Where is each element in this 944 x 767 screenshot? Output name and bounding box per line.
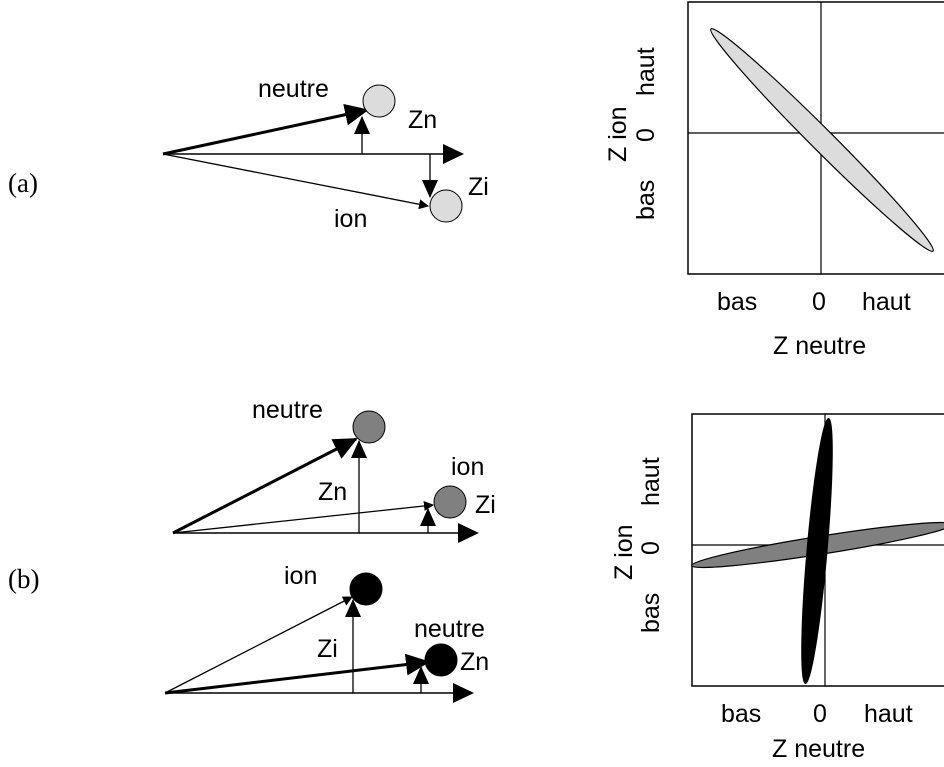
zn-label: Zn xyxy=(460,648,489,676)
baseline-arrowhead xyxy=(453,683,474,703)
panel-b-top-vector-diagram: neutre Zn ion Zi xyxy=(172,396,496,543)
correlation-ellipse xyxy=(710,28,934,252)
baseline-arrowhead xyxy=(458,523,479,543)
y-tick-zero: 0 xyxy=(632,128,660,142)
y-tick-zero: 0 xyxy=(637,541,665,555)
neutre-circle xyxy=(352,410,386,444)
neutre-label: neutre xyxy=(252,396,323,424)
neutre-vector xyxy=(164,653,430,695)
ion-circle xyxy=(429,189,463,223)
ion-label: ion xyxy=(284,562,317,590)
x-axis-label: Z neutre xyxy=(773,332,866,360)
y-tick-bas: bas xyxy=(632,180,660,220)
zi-label: Zi xyxy=(468,173,489,201)
zi-label: Zi xyxy=(317,635,338,663)
panel-a-plot: bas 0 haut Z neutre bas 0 haut Z ion xyxy=(604,1,944,360)
zn-label: Zn xyxy=(318,478,347,506)
black-correlation-ellipse xyxy=(801,418,833,684)
x-tick-haut: haut xyxy=(864,700,913,728)
ion-vector xyxy=(162,153,429,210)
panel-b-bottom-vector-diagram: ion Zi neutre Zn xyxy=(164,562,489,703)
panel-b-plot: bas 0 haut Z neutre bas 0 haut Z ion xyxy=(610,413,944,763)
ion-vector xyxy=(172,500,434,534)
neutre-vector xyxy=(162,103,369,156)
neutre-circle xyxy=(362,84,396,118)
x-tick-bas: bas xyxy=(721,700,761,728)
zi-label: Zi xyxy=(475,491,496,519)
plot-frame xyxy=(691,413,944,687)
panel-b: (b) neutre Zn ion Zi ion xyxy=(8,396,944,763)
neutre-label: neutre xyxy=(414,615,485,643)
y-tick-bas: bas xyxy=(637,593,665,633)
x-tick-zero: 0 xyxy=(812,288,826,316)
neutre-vector xyxy=(172,437,358,535)
baseline-arrowhead xyxy=(443,144,464,164)
ion-circle xyxy=(433,485,467,519)
y-tick-haut: haut xyxy=(637,457,665,506)
panel-a-label: (a) xyxy=(8,168,38,198)
panel-a: (a) neutre Zn Zi ion xyxy=(8,1,944,360)
x-tick-haut: haut xyxy=(862,288,911,316)
plot-frame xyxy=(687,1,944,275)
ion-label: ion xyxy=(451,453,484,481)
ion-circle xyxy=(349,572,383,606)
zn-label: Zn xyxy=(408,106,437,134)
x-tick-bas: bas xyxy=(717,288,757,316)
x-tick-zero: 0 xyxy=(813,700,827,728)
neutre-circle xyxy=(424,643,458,677)
ion-label: ion xyxy=(334,205,367,233)
ion-vector xyxy=(164,596,353,694)
y-axis-label: Z ion xyxy=(610,524,638,580)
y-tick-haut: haut xyxy=(632,47,660,96)
x-axis-label: Z neutre xyxy=(772,735,865,763)
y-axis-label: Z ion xyxy=(604,106,632,162)
panel-a-vector-diagram: neutre Zn Zi ion xyxy=(162,75,489,233)
panel-b-label: (b) xyxy=(8,564,39,594)
neutre-label: neutre xyxy=(258,75,329,103)
